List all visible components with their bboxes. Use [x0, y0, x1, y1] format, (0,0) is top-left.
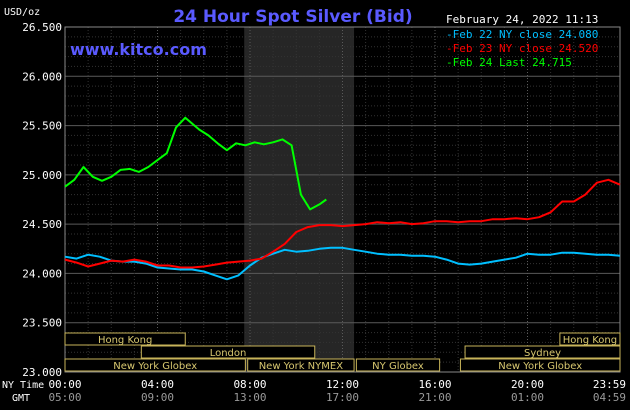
plot-area — [244, 27, 355, 372]
grid-lines — [64, 26, 621, 373]
session-bar — [559, 332, 621, 346]
x-tick-ny: 04:00 — [141, 378, 174, 391]
x-tick-ny: 08:00 — [233, 378, 266, 391]
x-tick-ny: 12:00 — [326, 378, 359, 391]
session-label: Sydney — [524, 348, 561, 359]
series-lines — [64, 116, 621, 281]
x-tick-gmt: 04:59 — [593, 391, 626, 404]
y-tick-label: 26.500 — [22, 21, 62, 34]
x-tick-gmt: 17:00 — [326, 391, 359, 404]
x-tick-ny: 23:59 — [593, 378, 626, 391]
gmt-label: GMT — [12, 393, 30, 404]
x-tick-ny: 20:00 — [511, 378, 544, 391]
x-tick-gmt: 21:00 — [418, 391, 451, 404]
session-label: New York Globex — [498, 361, 582, 372]
y-tick-label: 23.500 — [22, 317, 62, 330]
y-tick-label: 24.000 — [22, 267, 62, 280]
market-sessions: Hong Kong Hong Kong London Sydney New York G… — [64, 332, 621, 372]
legend-entry-2: -Feb 23 NY close 24.520 — [446, 42, 598, 55]
y-tick-label: 25.500 — [22, 120, 62, 133]
session-bar — [459, 358, 621, 372]
x-tick-gmt: 05:00 — [48, 391, 81, 404]
ny-time-label: NY Time — [2, 380, 44, 391]
legend-entry-1: -Feb 22 NY close 24.080 — [446, 28, 598, 41]
session-bar — [355, 358, 441, 372]
y-tick-label: 25.000 — [22, 169, 62, 182]
session-bar — [64, 358, 246, 372]
session-label: Hong Kong — [98, 335, 152, 346]
chart-title: 24 Hour Spot Silver (Bid) — [173, 7, 412, 27]
series-line-1 — [64, 246, 621, 281]
y-tick-label: 26.000 — [22, 70, 62, 83]
session-label: NY Globex — [372, 361, 424, 372]
series-line-2 — [64, 178, 621, 269]
x-tick-gmt: 01:00 — [511, 391, 544, 404]
session-bar — [64, 332, 186, 346]
session-label: Hong Kong — [563, 335, 617, 346]
y-axis-ticks: 23.000 23.500 24.000 24.500 25.000 25.500 26.0… — [22, 21, 62, 379]
legend: -Feb 22 NY close 24.080-Feb 23 NY close … — [446, 28, 598, 69]
session-label: London — [210, 348, 247, 359]
timestamp: February 24, 2022 11:13 — [446, 13, 598, 26]
y-tick-label: 24.500 — [22, 218, 62, 231]
session-bar — [247, 358, 355, 372]
x-tick-gmt: 09:00 — [141, 391, 174, 404]
x-tick-ny: 00:00 — [48, 378, 81, 391]
y-unit-label: USD/oz — [4, 7, 40, 18]
session-label: New York Globex — [113, 361, 197, 372]
session-label: New York NYMEX — [259, 361, 344, 372]
x-tick-ny: 16:00 — [418, 378, 451, 391]
y-tick-label: 23.000 — [22, 366, 62, 379]
plot-border — [64, 26, 621, 373]
session-bar — [140, 345, 316, 359]
x-tick-gmt: 13:00 — [233, 391, 266, 404]
nymex-session-shade — [244, 27, 355, 372]
session-bar — [464, 345, 621, 359]
source-watermark: www.kitco.com — [70, 40, 207, 59]
series-line-3 — [64, 116, 327, 211]
legend-entry-3: -Feb 24 Last 24.715 — [446, 56, 572, 69]
